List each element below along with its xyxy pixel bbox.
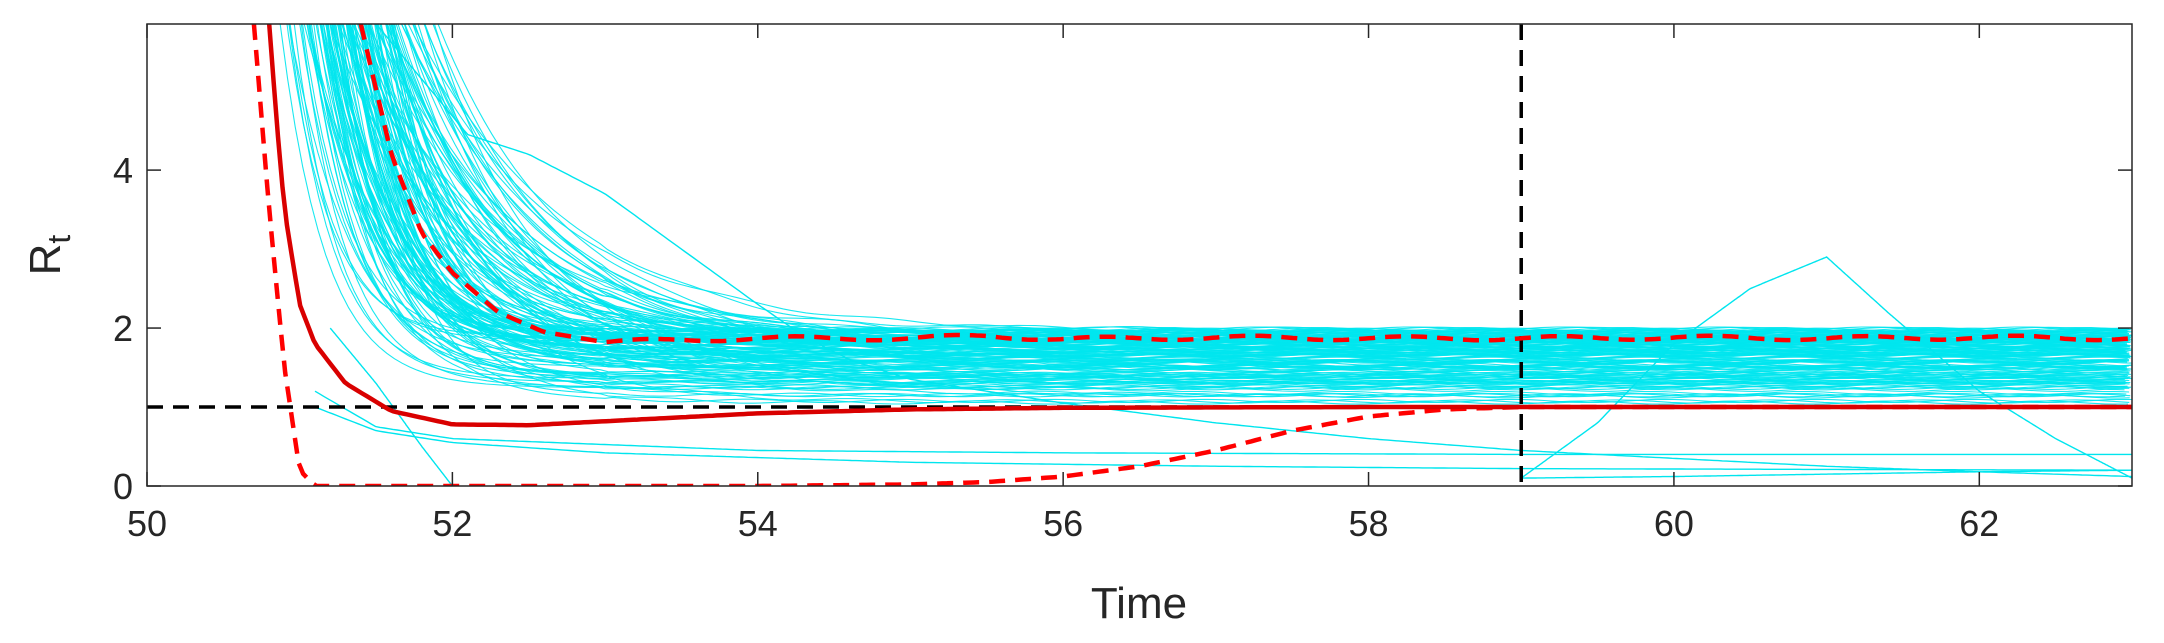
sample-trajectory: [400, 24, 2129, 375]
sample-trajectory: [404, 24, 2128, 337]
y-axis-title-subscript: t: [41, 235, 77, 244]
sample-trajectory-outlier: [314, 406, 2132, 471]
x-tick-label: 60: [1654, 503, 1694, 544]
sample-trajectory: [364, 24, 2130, 331]
sample-trajectory: [367, 24, 2129, 358]
sample-trajectory: [345, 24, 2126, 357]
y-tick-label: 4: [113, 150, 133, 191]
y-axis-title: Rt: [21, 235, 77, 276]
sample-trajectory: [375, 24, 2131, 358]
sample-trajectory: [321, 24, 2126, 386]
sample-trajectory: [333, 24, 2130, 377]
y-axis-title-main: R: [21, 244, 70, 276]
sample-trajectory-outlier: [314, 390, 2132, 456]
sample-trajectory: [313, 24, 2129, 376]
sample-trajectory: [288, 24, 2128, 385]
sample-trajectory: [309, 24, 2125, 369]
sample-trajectory: [337, 24, 2132, 404]
x-tick-label: 62: [1959, 503, 1999, 544]
x-tick-label: 50: [127, 503, 167, 544]
sample-trajectory: [365, 24, 2127, 346]
sample-trajectory: [327, 24, 2126, 398]
median-series: [266, 24, 2132, 428]
sample-trajectory: [386, 24, 2131, 340]
sample-trajectory: [353, 24, 2129, 405]
sample-trajectory: [326, 24, 2126, 379]
sample-trajectory-outlier: [329, 327, 453, 486]
x-axis-title: Time: [1091, 579, 1187, 628]
sample-trajectory: [362, 24, 2127, 371]
sample-trajectory: [334, 24, 2132, 353]
y-tick-labels: 0 2 4: [113, 150, 133, 507]
sample-trajectory: [279, 24, 2128, 390]
y-tick-label: 0: [113, 466, 133, 507]
sample-trajectory: [389, 24, 2129, 365]
axis-ticks: [146, 24, 2132, 487]
x-tick-label: 58: [1349, 503, 1389, 544]
sample-trajectory: [330, 24, 2129, 334]
sample-trajectories: [279, 24, 2132, 486]
sample-trajectory: [329, 24, 2127, 356]
sample-trajectory: [391, 24, 2130, 396]
sample-trajectory: [349, 24, 2126, 379]
sample-trajectory: [368, 24, 2131, 351]
sample-trajectory: [367, 24, 2129, 364]
x-tick-label: 54: [738, 503, 778, 544]
x-tick-labels: 50 52 54 56 58 60 62: [127, 503, 1999, 544]
x-tick-label: 56: [1043, 503, 1083, 544]
sample-trajectory: [379, 24, 2128, 366]
sample-trajectory-outlier: [1520, 256, 2132, 479]
sample-trajectory: [341, 24, 2130, 343]
plot-frame: [146, 23, 2133, 487]
sample-trajectory: [412, 24, 2131, 369]
y-tick-label: 2: [113, 308, 133, 349]
median-line: [266, 24, 2132, 428]
sample-trajectory-outlier: [375, 24, 2132, 478]
upper-bound-line: [358, 24, 2132, 345]
x-tick-label: 52: [432, 503, 472, 544]
sample-trajectory: [325, 24, 2125, 391]
sample-trajectory: [308, 24, 2127, 363]
sample-trajectory: [331, 24, 2129, 336]
sample-trajectory-outlier: [1521, 469, 2132, 479]
